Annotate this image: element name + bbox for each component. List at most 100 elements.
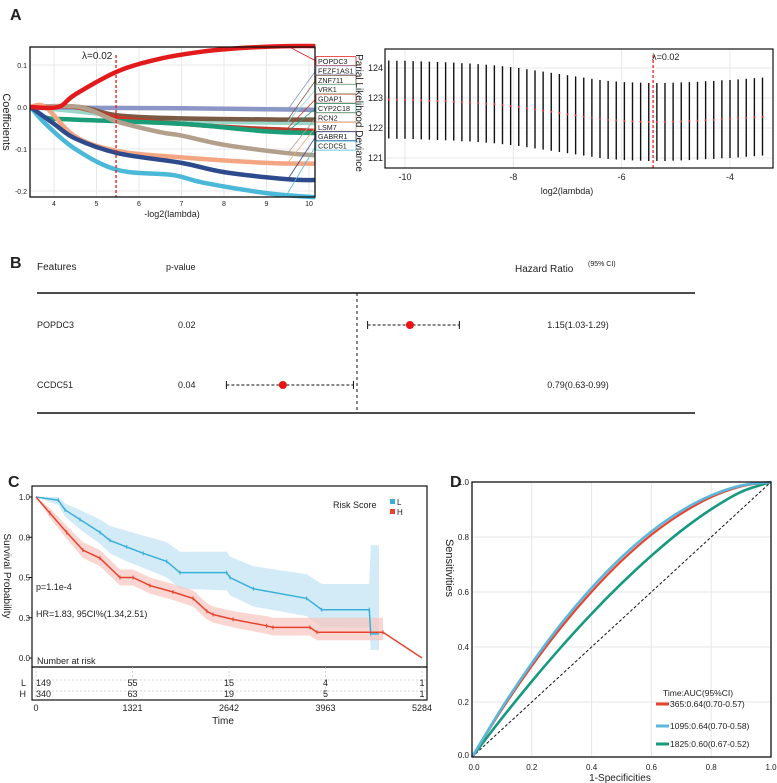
- x-tick-label: 1.0: [765, 763, 777, 772]
- lasso-coefficient-plot: 4 5 6 7 8 9 10 0.1 0.0 -0.1 -0.2 λ=0.02 POPDC3FEZF1A…: [0, 43, 357, 219]
- x-tick-label: 7: [180, 201, 184, 208]
- lambda-annotation: λ=0.02: [652, 52, 679, 62]
- legend-title: Time:AUC(95%CI): [663, 688, 733, 698]
- gene-label: FEZF1AS1: [318, 66, 354, 75]
- forest-plot: Features p-value Hazard Ratio (95% CI) POPDC…: [37, 261, 695, 414]
- confidence-band: [36, 497, 379, 650]
- x-tick-label: -6: [618, 172, 626, 182]
- mean-point: [428, 99, 431, 102]
- leader-line: [287, 70, 317, 110]
- risk-table-frame: [31, 666, 428, 701]
- at-risk-count: 149: [36, 678, 51, 688]
- y-tick-label: 0.2: [458, 698, 470, 707]
- at-risk-count: 63: [127, 689, 137, 699]
- y-axis-label: Coefficients: [0, 93, 12, 151]
- x-tick-label: 8: [222, 201, 226, 208]
- mean-point: [761, 115, 764, 118]
- legend-label: H: [397, 508, 403, 517]
- mean-point: [566, 113, 569, 116]
- leader-line: [287, 45, 317, 62]
- gene-label-box: [315, 131, 357, 142]
- leader-line: [287, 126, 317, 164]
- risk-row-label: H: [20, 689, 27, 699]
- legend-title: Risk Score: [333, 500, 377, 510]
- risk-row-label: L: [21, 678, 26, 688]
- header-hazard-ratio: Hazard Ratio: [515, 264, 574, 275]
- y-tick-label: 0.4: [458, 643, 470, 652]
- mean-point: [712, 118, 715, 121]
- confidence-band: [36, 497, 383, 641]
- legend-swatch: [390, 499, 395, 504]
- mean-point: [696, 119, 699, 122]
- x-tick-label: 0.4: [586, 763, 598, 772]
- mean-point: [729, 118, 731, 120]
- p-value: 0.04: [178, 380, 196, 390]
- mean-point: [469, 101, 471, 104]
- panel-label-c: C: [8, 474, 20, 491]
- mean-point: [550, 110, 553, 113]
- gene-label: VRK1: [318, 85, 337, 94]
- plot-frame: [471, 481, 772, 758]
- hazard-ratio-text: 0.79(0.63-0.99): [547, 380, 609, 390]
- mean-point: [493, 103, 496, 106]
- mean-point: [607, 118, 610, 121]
- at-risk-count: 1: [419, 689, 424, 699]
- gene-label: RCN2: [318, 113, 338, 122]
- diagonal-reference: [471, 481, 772, 758]
- x-tick-label: 3963: [315, 703, 335, 713]
- y-tick-label: 0.6: [458, 588, 470, 597]
- coefficient-path: [30, 103, 316, 158]
- hazard-ratio-point: [405, 321, 414, 329]
- x-tick-label: 6: [137, 201, 141, 208]
- mean-point: [574, 114, 577, 117]
- kaplan-meier-plot: 1.0 0.8 0.5 0.3 0.0 p=1.1e-4 HR=1.83, 95CI%(1.…: [1, 485, 432, 727]
- x-tick-label: -10: [398, 172, 411, 182]
- mean-point: [582, 115, 585, 118]
- x-axis-label: Time: [212, 716, 234, 727]
- y-tick-label: 1.0: [19, 493, 31, 502]
- x-axis-label: log2(lambda): [541, 186, 594, 196]
- mean-point: [753, 116, 756, 119]
- x-tick-label: 5: [95, 201, 99, 208]
- mean-point: [542, 109, 545, 112]
- roc-plot: 0.0 0.2 0.4 0.6 0.8 1.0 0.0 0.2 0.4 0.6 0.8 1.0 Time…: [443, 478, 777, 783]
- x-tick-label: 10: [305, 201, 313, 208]
- mean-point: [395, 98, 398, 101]
- roc-curve: [470, 480, 772, 758]
- panel-label-b: B: [10, 255, 22, 272]
- gene-label: ZNF711: [318, 76, 343, 85]
- legend-swatch: [390, 509, 395, 514]
- y-tick-label: -0.1: [15, 147, 27, 154]
- header-pvalue: p-value: [166, 262, 196, 272]
- y-tick-label: 123: [368, 93, 383, 103]
- y-tick-label: 0.0: [17, 105, 27, 112]
- x-tick-label: 1321: [122, 703, 142, 713]
- mean-point: [590, 116, 593, 119]
- leader-line: [287, 79, 317, 120]
- y-tick-label: -0.2: [15, 189, 27, 196]
- hazard-ratio-point: [278, 381, 287, 389]
- x-tick-label: -8: [509, 172, 517, 182]
- x-tick-label: 4: [52, 201, 56, 208]
- y-tick-label: 0.8: [19, 533, 31, 542]
- lasso-cv-deviance-plot: -10 -8 -6 -4 124 123 122 121 λ=0.02 log2(lambda) P…: [353, 48, 774, 196]
- mean-point: [509, 105, 512, 108]
- header-features: Features: [37, 262, 76, 273]
- mean-point: [599, 118, 601, 120]
- y-tick-label: 0.0: [19, 654, 31, 663]
- hazard-ratio-text: 1.15(1.03-1.29): [547, 320, 609, 330]
- x-tick-label: 5284: [412, 703, 432, 713]
- risk-table-title: Number at risk: [37, 656, 96, 666]
- mean-point: [639, 120, 642, 123]
- mean-point: [501, 104, 504, 107]
- mean-point: [745, 116, 748, 119]
- at-risk-count: 19: [224, 689, 234, 699]
- x-tick-label: -4: [726, 172, 734, 182]
- at-risk-count: 4: [323, 678, 328, 688]
- leader-line: [287, 98, 317, 129]
- at-risk-count: 15: [224, 678, 234, 688]
- at-risk-count: 55: [127, 678, 137, 688]
- x-tick-label: 0.2: [526, 763, 538, 772]
- y-tick-label: 124: [368, 63, 383, 73]
